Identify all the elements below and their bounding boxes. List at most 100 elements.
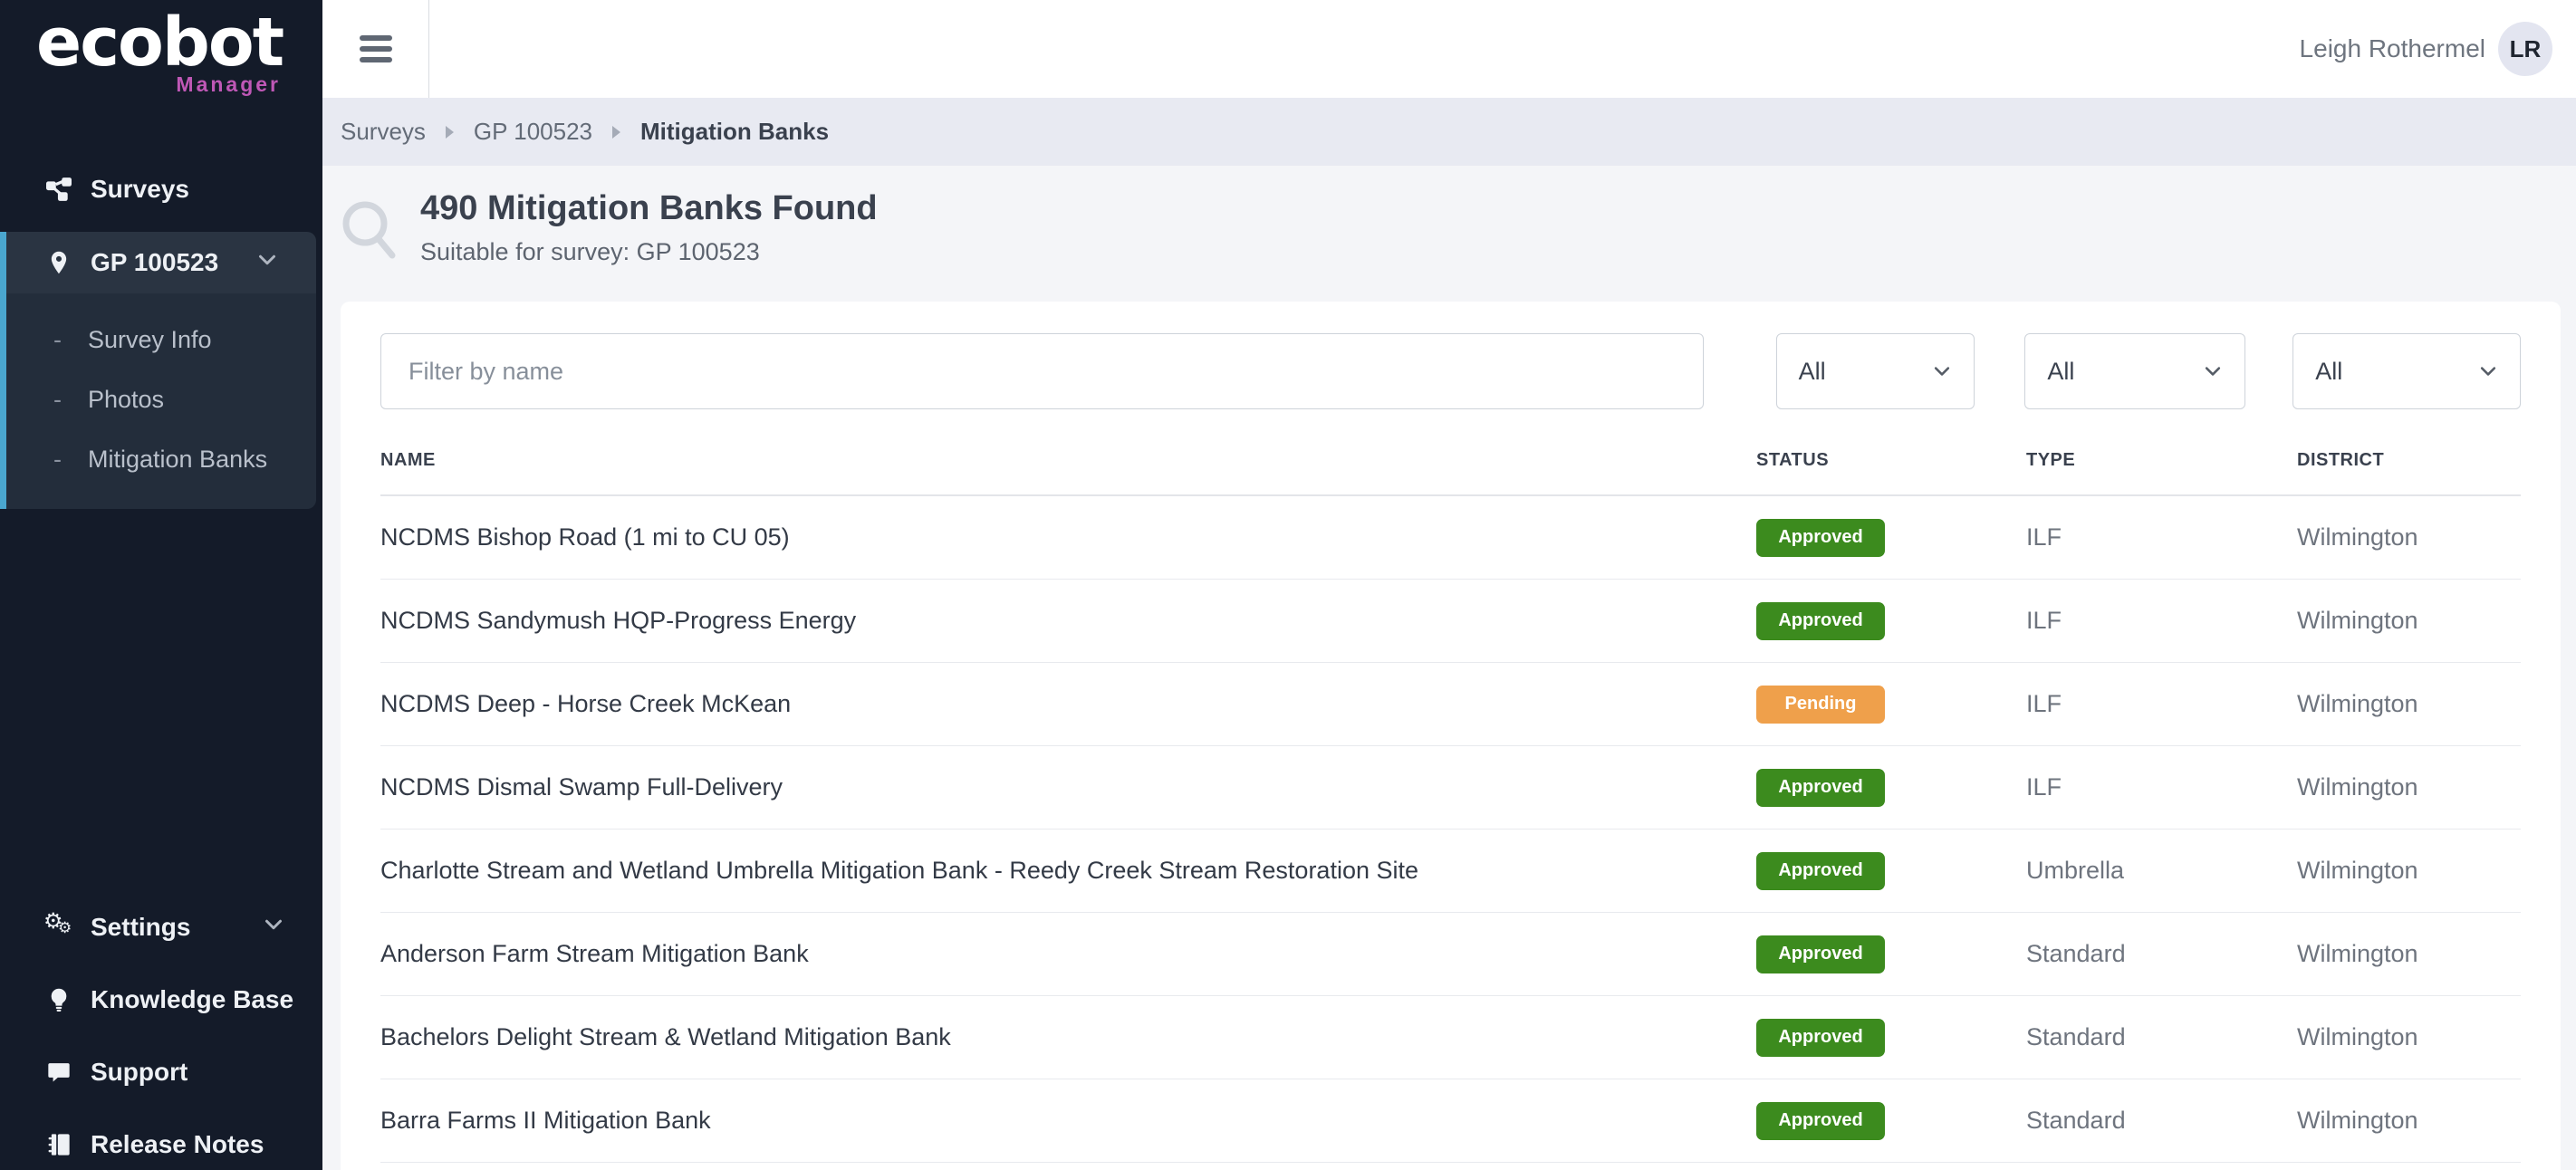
chat-bubble-icon: [45, 1059, 72, 1086]
brand-logo[interactable]: ecobot Manager: [0, 0, 322, 98]
column-header-status: STATUS: [1756, 450, 1830, 470]
bank-district: Wilmington: [2297, 773, 2418, 801]
status-badge: Approved: [1756, 1101, 1885, 1140]
sidebar-item-label: Surveys: [91, 175, 189, 203]
column-header-name: NAME: [380, 450, 436, 470]
dash-bullet: -: [53, 325, 62, 353]
sidebar-item-photos[interactable]: - Photos: [6, 369, 316, 429]
sidebar-item-gp-100523[interactable]: GP 100523: [6, 232, 316, 293]
breadcrumb-separator-icon: [612, 125, 621, 139]
map-pin-icon: [45, 249, 72, 276]
sidebar-item-label: GP 100523: [91, 248, 219, 276]
district-filter-value: All: [2315, 357, 2343, 385]
bank-district: Wilmington: [2297, 940, 2418, 967]
bank-type: ILF: [2026, 690, 2062, 717]
status-badge: Approved: [1756, 601, 1885, 640]
bank-district: Wilmington: [2297, 523, 2418, 551]
status-filter-select[interactable]: All: [1775, 333, 1975, 409]
sidebar-item-label: Support: [91, 1058, 188, 1086]
sidebar-item-mitigation-banks[interactable]: - Mitigation Banks: [6, 429, 316, 489]
sidebar-item-surveys[interactable]: Surveys: [0, 158, 322, 220]
main-area: Leigh Rothermel LR Surveys GP 100523 Mit…: [322, 0, 2576, 1170]
table-row[interactable]: NCDMS Sandymush HQP-Progress Energy Appr…: [380, 580, 2521, 663]
brand-name: ecobot: [36, 4, 284, 82]
sidebar-item-label: Settings: [91, 913, 191, 941]
brand-tagline: Manager: [176, 72, 281, 96]
bank-name: NCDMS Deep - Horse Creek McKean: [380, 690, 792, 717]
sitemap-icon: [45, 176, 72, 203]
breadcrumb-item-gp-100523[interactable]: GP 100523: [473, 118, 593, 145]
search-icon: [342, 201, 396, 259]
user-name: Leigh Rothermel: [2299, 34, 2485, 62]
status-badge: Approved: [1756, 768, 1885, 807]
column-header-district: DISTRICT: [2297, 450, 2385, 470]
table-header: NAME STATUS TYPE DISTRICT: [380, 409, 2521, 496]
journal-icon: [45, 1131, 72, 1158]
bank-district: Wilmington: [2297, 607, 2418, 634]
sidebar-item-knowledge-base[interactable]: Knowledge Base: [0, 964, 322, 1036]
bank-name: Anderson Farm Stream Mitigation Bank: [380, 940, 809, 967]
sidebar-survey-group: GP 100523 - Survey Info - Photos: [0, 232, 316, 509]
sidebar-subitem-label: Mitigation Banks: [88, 445, 268, 473]
bank-type: ILF: [2026, 523, 2062, 551]
status-badge: Approved: [1756, 518, 1885, 557]
column-header-type: TYPE: [2026, 450, 2076, 470]
hamburger-icon: [359, 30, 392, 68]
table-row[interactable]: NCDMS Bishop Road (1 mi to CU 05) Approv…: [380, 496, 2521, 580]
table-row[interactable]: Anderson Farm Stream Mitigation Bank App…: [380, 913, 2521, 996]
bank-type: Umbrella: [2026, 857, 2125, 884]
sidebar-item-survey-info[interactable]: - Survey Info: [6, 310, 316, 369]
bank-district: Wilmington: [2297, 1107, 2418, 1134]
page-header: 490 Mitigation Banks Found Suitable for …: [341, 166, 2561, 302]
bank-district: Wilmington: [2297, 1023, 2418, 1050]
status-badge: Pending: [1756, 685, 1885, 724]
gears-icon: ⚙ ⚙: [43, 908, 72, 937]
breadcrumb-separator-icon: [445, 125, 454, 139]
page-title: 490 Mitigation Banks Found: [420, 189, 878, 227]
sidebar-item-label: Knowledge Base: [91, 985, 294, 1013]
content-area: 490 Mitigation Banks Found Suitable for …: [322, 166, 2576, 1170]
bank-type: Standard: [2026, 1107, 2126, 1134]
breadcrumb-item-surveys[interactable]: Surveys: [341, 118, 426, 145]
table-row[interactable]: NCDMS Dismal Swamp Full-Delivery Approve…: [380, 746, 2521, 830]
page-subtitle: Suitable for survey: GP 100523: [420, 237, 760, 265]
bank-name: Bachelors Delight Stream & Wetland Mitig…: [380, 1023, 951, 1050]
type-filter-select[interactable]: All: [2024, 333, 2246, 409]
bank-name: NCDMS Sandymush HQP-Progress Energy: [380, 607, 857, 634]
filter-by-name-input[interactable]: [380, 333, 1704, 409]
dash-bullet: -: [53, 445, 62, 473]
sidebar-subitem-label: Photos: [88, 385, 165, 413]
bank-type: Standard: [2026, 1023, 2126, 1050]
bank-name: Charlotte Stream and Wetland Umbrella Mi…: [380, 857, 1419, 884]
table-row[interactable]: Charlotte Stream and Wetland Umbrella Mi…: [380, 830, 2521, 913]
status-badge: Approved: [1756, 1018, 1885, 1057]
table-row[interactable]: Bachelors Delight Stream & Wetland Mitig…: [380, 996, 2521, 1079]
topbar: Leigh Rothermel LR: [322, 0, 2576, 98]
district-filter-select[interactable]: All: [2292, 333, 2521, 409]
filter-bar: All All All: [380, 333, 2521, 409]
breadcrumb-item-mitigation-banks: Mitigation Banks: [640, 118, 830, 145]
table-row[interactable]: Barra Farms II Mitigation Bank Approved …: [380, 1079, 2521, 1163]
chevron-down-icon: [263, 913, 284, 942]
bank-name: NCDMS Bishop Road (1 mi to CU 05): [380, 523, 790, 551]
chevron-down-icon: [2478, 361, 2498, 381]
sidebar-item-settings[interactable]: ⚙ ⚙ Settings: [0, 891, 322, 964]
table-row[interactable]: NCDMS Deep - Horse Creek McKean Pending …: [380, 663, 2521, 746]
sidebar-item-label: Release Notes: [91, 1130, 264, 1158]
results-card: All All All: [341, 302, 2561, 1170]
avatar[interactable]: LR: [2498, 22, 2552, 76]
bank-district: Wilmington: [2297, 690, 2418, 717]
bank-type: ILF: [2026, 773, 2062, 801]
chevron-down-icon: [256, 248, 278, 277]
sidebar-item-release-notes[interactable]: Release Notes: [0, 1108, 322, 1170]
lightbulb-icon: [45, 986, 72, 1013]
hamburger-menu-button[interactable]: [322, 0, 429, 98]
status-badge: Approved: [1756, 851, 1885, 890]
sidebar-submenu: - Survey Info - Photos - Mitigation Bank…: [6, 293, 316, 509]
table-body: NCDMS Bishop Road (1 mi to CU 05) Approv…: [380, 496, 2521, 1163]
sidebar-nav: Surveys GP 100523 - Survey Info: [0, 98, 322, 509]
sidebar-item-support[interactable]: Support: [0, 1036, 322, 1108]
bank-name: Barra Farms II Mitigation Bank: [380, 1107, 711, 1134]
bank-name: NCDMS Dismal Swamp Full-Delivery: [380, 773, 783, 801]
